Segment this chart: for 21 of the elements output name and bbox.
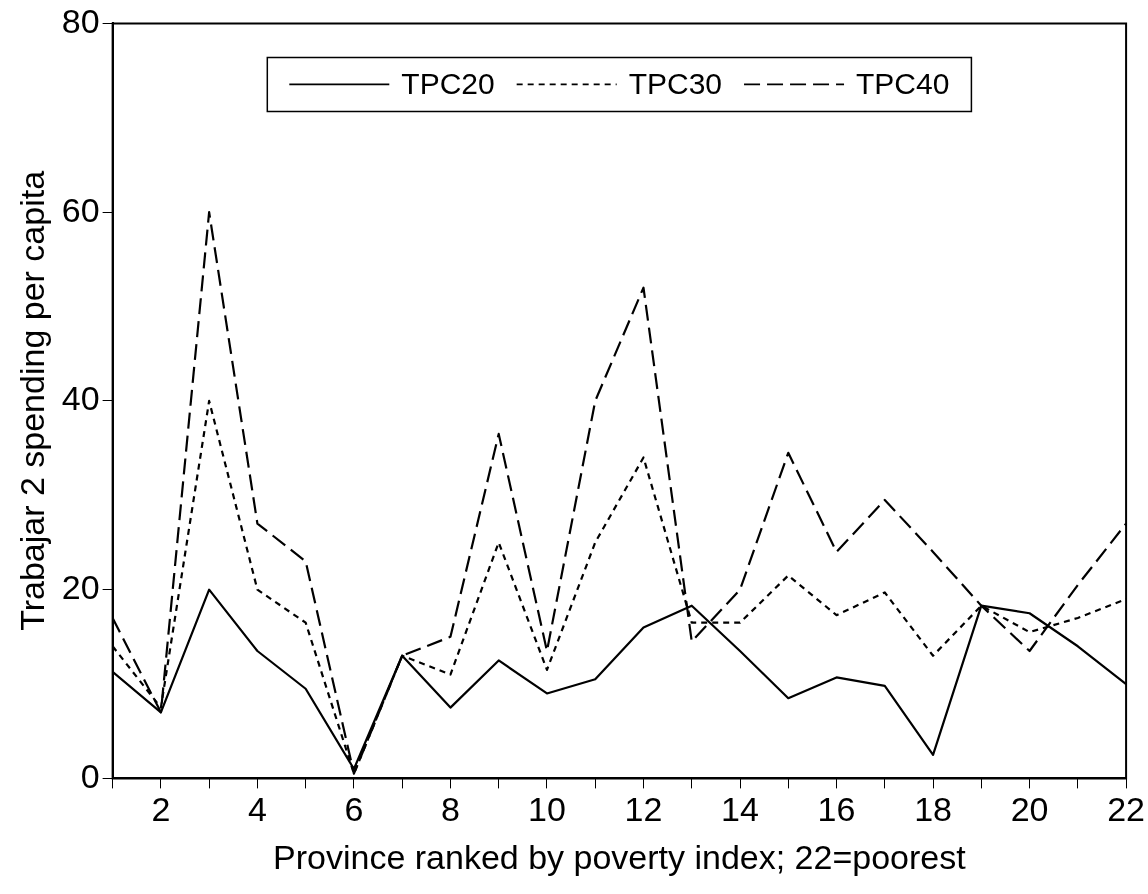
x-tick-label: 2 — [151, 790, 171, 829]
x-tick-label: 16 — [817, 790, 856, 829]
x-tick-label: 10 — [528, 790, 566, 829]
x-tick-label: 22 — [1107, 790, 1145, 829]
x-tick-label: 20 — [1010, 790, 1049, 829]
y-tick-label: 80 — [61, 1, 100, 40]
x-tick-label: 14 — [721, 790, 759, 829]
x-tick-label: 4 — [247, 790, 267, 829]
y-tick-label: 60 — [61, 190, 100, 229]
legend-label: TPC40 — [856, 66, 950, 100]
y-tick-label: 20 — [61, 568, 100, 607]
legend-label: TPC30 — [628, 66, 723, 100]
x-axis-title: Province ranked by poverty index; 22=poorest — [273, 837, 967, 876]
y-tick-label: 40 — [61, 379, 100, 418]
legend-label: TPC20 — [401, 66, 495, 100]
x-tick-label: 6 — [344, 790, 364, 829]
y-axis-title: Trabajar 2 spending per capita — [12, 170, 51, 631]
x-tick-label: 12 — [624, 790, 663, 829]
y-tick-label: 0 — [80, 756, 100, 795]
x-tick-label: 18 — [914, 790, 952, 829]
x-tick-label: 8 — [440, 790, 460, 829]
